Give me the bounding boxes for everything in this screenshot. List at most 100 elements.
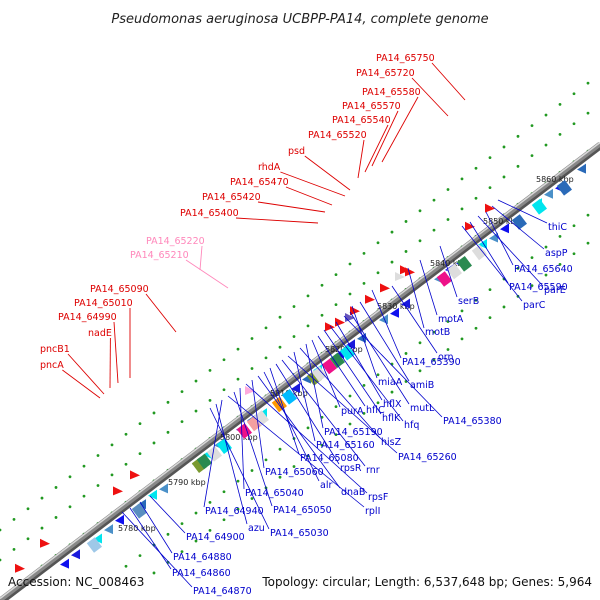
guide-dot <box>516 266 520 270</box>
gene-label-reverse: PA14_65260 <box>398 452 457 463</box>
guide-dot <box>222 388 226 392</box>
gene-box <box>191 457 208 474</box>
leader-line <box>359 301 410 382</box>
guide-dot <box>558 235 562 238</box>
gene-box <box>446 263 463 280</box>
guide-dot <box>222 490 226 494</box>
gene-box <box>306 370 323 386</box>
guide-dot <box>250 337 254 340</box>
leader-line <box>62 369 101 399</box>
guide-dot <box>82 494 86 498</box>
gene-label-forward: PA14_65720 <box>356 68 415 79</box>
gene-box <box>329 352 346 369</box>
leader-line <box>469 221 509 284</box>
guide-dot <box>474 326 478 330</box>
leader-line <box>113 321 119 384</box>
gene-label-forward: PA14_65420 <box>202 192 261 203</box>
guide-dot <box>502 145 506 149</box>
guide-dot <box>180 550 184 554</box>
leader-line <box>251 379 265 469</box>
guide-dot <box>530 256 534 260</box>
guide-dot <box>250 367 254 370</box>
guide-dot <box>194 379 198 383</box>
guide-dot <box>180 522 184 526</box>
gene-arrow-forward <box>40 538 50 548</box>
gene-box <box>436 271 453 287</box>
guide-dot <box>208 399 212 402</box>
leader-line <box>287 355 398 454</box>
gene-arrow-reverse <box>159 483 168 494</box>
gene-label-reverse: PA14_65050 <box>273 505 332 516</box>
gene-label-reverse: PA14_64880 <box>173 552 232 563</box>
guide-dot <box>110 473 114 477</box>
kbp-tick-label: 5830 kbp <box>377 302 415 311</box>
gene-arrow-reverse <box>60 558 69 569</box>
gene-label-forward: PA14_65220 <box>146 236 205 247</box>
guide-dot <box>418 341 422 345</box>
guide-dot <box>306 454 310 458</box>
guide-dot <box>292 335 296 338</box>
leader-line <box>477 215 544 287</box>
leader-line <box>329 325 404 422</box>
guide-dot <box>460 309 464 313</box>
gene-label-reverse: PA14_65060 <box>265 467 324 478</box>
gene-arrow-reverse <box>544 188 553 199</box>
guide-dot <box>264 326 268 330</box>
leader-line <box>239 387 245 490</box>
kbp-tick-label: 5840 kbp <box>430 259 468 268</box>
gene-label-reverse: rpsR <box>340 463 362 474</box>
guide-dot <box>40 526 44 530</box>
gene-label-forward: pncA <box>40 360 64 371</box>
genome-backbone <box>0 141 600 600</box>
gene-label-reverse: dnaB <box>341 487 365 498</box>
leader-line <box>145 293 177 333</box>
guide-dot <box>236 377 240 381</box>
guide-dot <box>404 250 408 253</box>
guide-dot <box>432 358 436 362</box>
guide-dot <box>264 458 268 462</box>
gene-label-forward: nadE <box>88 328 112 339</box>
gene-label-reverse: rpsF <box>368 492 388 503</box>
guide-dot <box>334 273 338 277</box>
guide-dot <box>446 348 450 351</box>
guide-dot <box>544 273 548 277</box>
guide-dot <box>544 113 548 117</box>
guide-dot <box>166 532 170 536</box>
guide-dot <box>278 345 282 349</box>
gene-label-forward: pncB1 <box>40 344 70 355</box>
backbone-highlight <box>0 141 600 600</box>
gene-arrow-reverse <box>346 339 355 350</box>
guide-dot <box>348 292 352 296</box>
gene-label-reverse: orn <box>438 352 454 363</box>
guide-dot <box>586 111 590 115</box>
guide-dot <box>292 305 296 308</box>
guide-dot <box>460 207 464 211</box>
guide-dot <box>180 390 184 394</box>
guide-dot <box>166 430 170 434</box>
backbone-line <box>0 142 600 600</box>
guide-dot <box>54 486 58 489</box>
guide-dot <box>530 124 534 128</box>
guide-dot <box>572 92 576 96</box>
guide-dot <box>334 433 338 437</box>
guide-dot <box>152 411 156 415</box>
guide-dot <box>362 281 366 285</box>
gene-box <box>456 256 473 272</box>
guide-dot <box>530 284 534 288</box>
guide-dot <box>488 186 492 190</box>
leader-line <box>245 383 368 494</box>
gene-label-forward: PA14_64990 <box>58 312 117 323</box>
guide-dot <box>124 432 128 436</box>
guide-dot <box>40 496 44 500</box>
gene-label-reverse: hfq <box>404 420 419 431</box>
gene-box <box>471 244 488 261</box>
guide-dot <box>558 103 562 106</box>
leader-line <box>419 259 438 316</box>
guide-dot <box>96 484 100 487</box>
guide-dot <box>488 288 492 291</box>
gene-label-forward: PA14_65580 <box>362 87 421 98</box>
guide-dot <box>306 324 310 328</box>
leader-line <box>431 62 466 101</box>
guide-dot <box>404 352 408 355</box>
kbp-tick-label: 5790 kbp <box>168 478 206 487</box>
